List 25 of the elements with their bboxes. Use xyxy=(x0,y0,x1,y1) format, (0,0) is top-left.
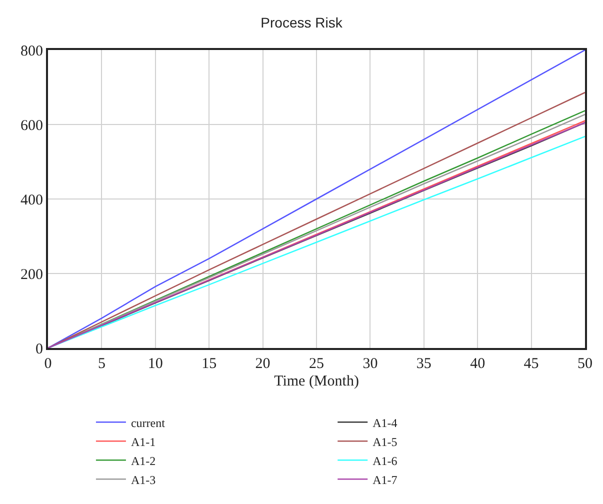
legend-label: current xyxy=(130,416,166,430)
x-tick-label: 20 xyxy=(255,356,270,372)
y-tick-label: 800 xyxy=(20,43,43,60)
y-tick-label: 400 xyxy=(20,192,43,208)
x-tick-label: 35 xyxy=(416,356,432,372)
x-tick-label: 15 xyxy=(202,356,217,372)
legend-label: A1-7 xyxy=(372,472,398,487)
legend-label: A1-3 xyxy=(130,472,156,487)
legend-label: A1-5 xyxy=(372,434,398,449)
legend-label: A1-2 xyxy=(130,454,156,468)
y-tick-label: 0 xyxy=(36,341,43,358)
x-tick-label: 50 xyxy=(578,356,592,372)
x-tick-label: 10 xyxy=(148,356,163,372)
x-tick-label: 30 xyxy=(362,356,378,372)
x-tick-label: 45 xyxy=(524,356,539,372)
y-tick-label: 600 xyxy=(20,118,43,134)
legend-label: A1-6 xyxy=(372,454,398,468)
chart-title: Process Risk xyxy=(260,14,344,30)
y-tick-label: 200 xyxy=(20,266,43,283)
x-tick-label: 5 xyxy=(98,356,106,372)
x-axis-title: Time (Month) xyxy=(274,374,359,390)
legend-label: A1-1 xyxy=(130,434,156,449)
legend-label: A1-4 xyxy=(372,416,398,430)
x-tick-label: 25 xyxy=(309,356,324,372)
x-tick-label: 40 xyxy=(470,356,486,372)
